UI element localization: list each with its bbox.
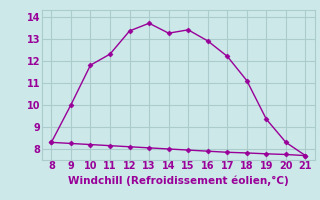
X-axis label: Windchill (Refroidissement éolien,°C): Windchill (Refroidissement éolien,°C)	[68, 176, 289, 186]
